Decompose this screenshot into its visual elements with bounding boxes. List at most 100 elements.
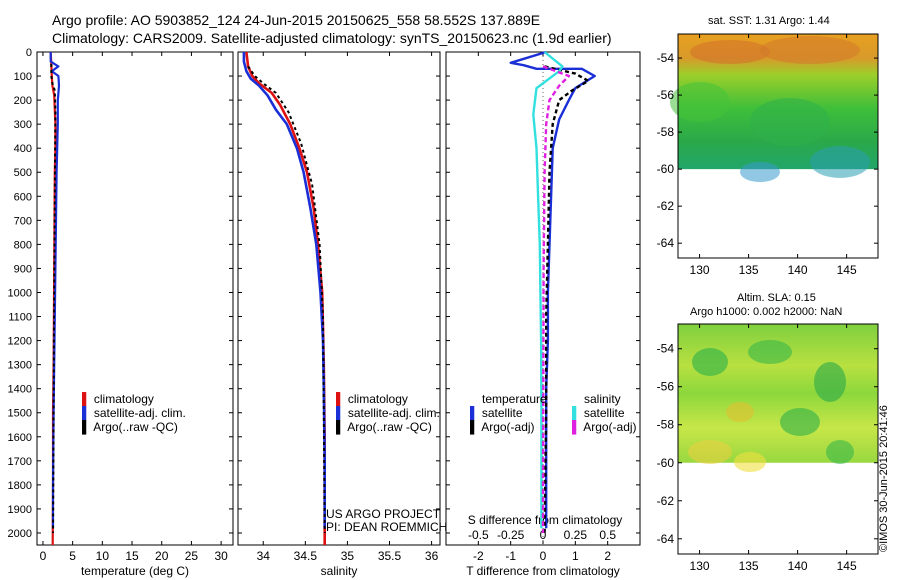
p1-legend-satellite: satellite-adj. clim. xyxy=(93,406,186,420)
panel1-series-3 xyxy=(50,64,57,534)
sla-field-patch xyxy=(748,340,792,364)
sst-field-patch xyxy=(810,146,870,178)
project-line1: US ARGO PROJECT xyxy=(326,507,441,521)
sst-lat-label: -64 xyxy=(657,236,675,250)
p3-legend-temp-argo: Argo(-adj) xyxy=(481,420,535,434)
sst-lon-label: 140 xyxy=(788,263,808,277)
panel2-xlabel: salinity xyxy=(321,564,358,578)
depth-tick-label: 1700 xyxy=(8,456,32,468)
depth-tick-label: 1000 xyxy=(8,287,32,299)
sst-field-patch xyxy=(690,40,770,64)
p3-legend-temp-title: temperature xyxy=(482,392,547,406)
sst-field-patch xyxy=(670,82,730,122)
depth-tick-label: 800 xyxy=(14,239,32,251)
panel1-xtick-label: 15 xyxy=(125,549,139,563)
sst-field-patch xyxy=(760,36,860,64)
panel3-xtick-label: 1 xyxy=(572,549,579,563)
sst-field-patch xyxy=(750,98,830,146)
panel3-top-tick-label: -0.25 xyxy=(497,528,525,542)
panel3-top-tick-label: 0.5 xyxy=(599,528,616,542)
panel2-frame xyxy=(237,51,441,546)
panel1-frame xyxy=(36,51,234,546)
p3-legend-sal-satellite: satellite xyxy=(583,406,625,420)
sla-map-title2: Argo h1000: 0.002 h2000: NaN xyxy=(690,306,843,318)
depth-tick-label: 700 xyxy=(14,215,32,227)
panel3-series-2 xyxy=(543,65,590,534)
depth-tick-label: 900 xyxy=(14,263,32,275)
sst-lat-label: -56 xyxy=(657,88,675,102)
sla-lat-label: -58 xyxy=(657,418,675,432)
depth-tick-label: 200 xyxy=(14,95,32,107)
panel3-xlabel: T difference from climatology xyxy=(466,564,620,578)
sst-lon-label: 135 xyxy=(739,263,759,277)
depth-tick-label: 1600 xyxy=(8,432,32,444)
p2-legend: ▌ climatology ▌ satellite-adj. clim. ▌ A… xyxy=(336,392,440,434)
panel3-xtick-label: 0 xyxy=(540,549,547,563)
depth-tick-label: 1900 xyxy=(8,504,32,516)
header-line2: Climatology: CARS2009. Satellite-adjuste… xyxy=(52,30,612,46)
sla-frame xyxy=(677,323,879,555)
depth-tick-label: 1300 xyxy=(8,360,32,372)
sla-lat-label: -62 xyxy=(657,494,675,508)
panel2-series-2 xyxy=(242,52,327,529)
sst-lon-label: 130 xyxy=(690,263,710,277)
sst-lon-label: 145 xyxy=(837,263,857,277)
sla-field-patch xyxy=(692,348,728,376)
panel1-xtick-label: 5 xyxy=(69,549,76,563)
panel3-xtick-label: 2 xyxy=(604,549,611,563)
sla-field-patch xyxy=(726,402,754,422)
sla-map: -54 -56 -58 -60 -62 -64 130 135 140 145 xyxy=(657,323,879,573)
panel2-series-3 xyxy=(247,65,326,534)
header-line1: Argo profile: AO 5903852_124 24-Jun-2015… xyxy=(52,12,541,28)
depth-tick-label: 300 xyxy=(14,119,32,131)
depth-tick-label: 600 xyxy=(14,191,32,203)
sst-map: -54 -56 -58 -60 -62 -64 130 135 140 145 xyxy=(657,33,879,277)
sst-lat-label: -58 xyxy=(657,125,675,139)
depth-tick-label: 500 xyxy=(14,167,32,179)
sla-field-patch xyxy=(688,440,732,464)
sla-field-patch xyxy=(780,408,820,436)
sst-lat-label: -60 xyxy=(657,162,675,176)
panel3-top-tick-label: -0.5 xyxy=(468,528,489,542)
p3-legend-sal-title: salinity xyxy=(584,392,621,406)
panel2-xtick-label: 34.5 xyxy=(294,549,318,563)
panel1-xtick-label: 30 xyxy=(214,549,228,563)
p1-legend-climatology: climatology xyxy=(93,392,154,406)
panel2-series-1 xyxy=(245,51,327,545)
p3-legend-sal-argo: Argo(-adj) xyxy=(583,420,637,434)
sla-field-patch xyxy=(826,440,854,464)
sla-field-patch xyxy=(734,452,766,472)
panel2-xtick-label: 36 xyxy=(425,549,439,563)
panel3-xtick-label: -1 xyxy=(505,549,516,563)
depth-tick-label: 400 xyxy=(14,143,32,155)
panel1-xlabel: temperature (deg C) xyxy=(81,564,189,578)
p2-legend-climatology: climatology xyxy=(347,392,408,406)
sla-lon-label: 130 xyxy=(690,559,710,573)
sla-lat-label: -54 xyxy=(657,342,675,356)
depth-tick-label: 100 xyxy=(14,71,32,83)
panel3-top-tick-label: 0.25 xyxy=(564,528,588,542)
sst-field-patch xyxy=(740,162,780,182)
depth-tick-label: 1200 xyxy=(8,336,32,348)
sla-lat-label: -60 xyxy=(657,456,675,470)
credit-text: ©IMOS 30-Jun-2015 20:41:46 xyxy=(878,405,890,552)
depth-tick-label: 1400 xyxy=(8,384,32,396)
p2-legend-satellite: satellite-adj. clim. xyxy=(347,406,440,420)
p3-legend-salinity: salinity ▌ satellite ▌ Argo(-adj) xyxy=(572,392,637,434)
panel3-series-4 xyxy=(541,65,571,534)
depth-tick-label: 0 xyxy=(26,47,32,59)
p1-legend: ▌ climatology ▌ satellite-adj. clim. ▌ A… xyxy=(82,392,186,434)
project-line2: PI: DEAN ROEMMICH xyxy=(326,520,448,534)
depth-tick-label: 2000 xyxy=(8,528,32,540)
sla-lon-label: 145 xyxy=(837,559,857,573)
sla-lat-label: -56 xyxy=(657,380,675,394)
p1-legend-argo: Argo(..raw -QC) xyxy=(93,420,178,434)
sst-lat-label: -54 xyxy=(657,51,675,65)
panel2-xtick-label: 35 xyxy=(341,549,355,563)
depth-tick-label: 1500 xyxy=(8,408,32,420)
sst-lat-label: -62 xyxy=(657,199,675,213)
depth-tick-label: 1800 xyxy=(8,480,32,492)
p2-legend-argo: Argo(..raw -QC) xyxy=(347,420,432,434)
panel1-xtick-label: 10 xyxy=(96,549,110,563)
